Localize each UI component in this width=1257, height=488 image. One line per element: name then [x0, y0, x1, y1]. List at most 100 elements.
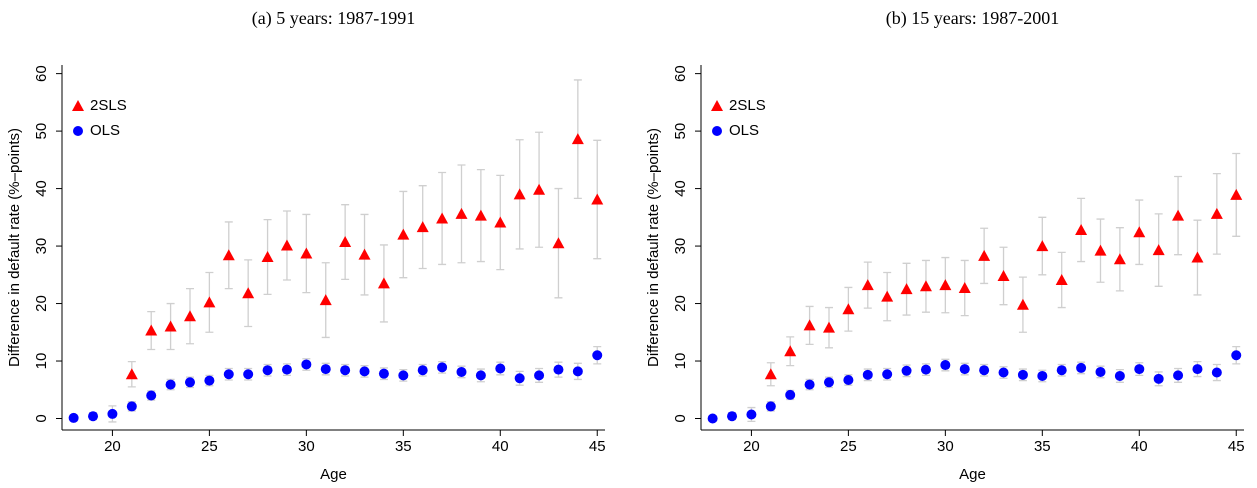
point	[146, 390, 157, 401]
point	[958, 282, 971, 294]
point	[68, 412, 79, 423]
point	[1055, 273, 1068, 285]
legend-label: OLS	[90, 122, 120, 139]
point	[436, 212, 449, 224]
point	[998, 367, 1009, 378]
point	[261, 250, 274, 262]
point	[320, 364, 331, 375]
point	[513, 188, 526, 200]
point	[339, 236, 352, 248]
x-tick-label: 25	[840, 438, 857, 455]
legend-label: 2SLS	[90, 97, 127, 114]
x-tick-label: 35	[1034, 438, 1051, 455]
point	[1230, 188, 1243, 200]
point	[358, 248, 371, 260]
y-tick-label: 0	[672, 414, 689, 422]
y-tick-label: 40	[33, 180, 50, 197]
point	[475, 370, 486, 381]
x-tick-label: 20	[743, 438, 760, 455]
point	[979, 365, 990, 376]
point	[300, 247, 313, 259]
point	[940, 360, 951, 371]
point	[919, 280, 932, 292]
panel-title: (a) 5 years: 1987-1991	[252, 8, 415, 29]
point	[784, 345, 797, 357]
point	[165, 379, 176, 390]
point	[572, 366, 583, 377]
point	[340, 365, 351, 376]
point	[378, 368, 389, 379]
point	[553, 364, 564, 375]
y-tick-label: 40	[672, 180, 689, 197]
x-tick-label: 25	[201, 438, 218, 455]
y-tick-label: 50	[672, 123, 689, 140]
point	[764, 368, 777, 380]
point	[842, 303, 855, 315]
point	[1210, 207, 1223, 219]
point	[359, 366, 370, 377]
point	[164, 320, 177, 332]
point	[495, 363, 506, 374]
x-tick-label: 35	[395, 438, 412, 455]
point	[280, 239, 293, 251]
point	[978, 249, 991, 261]
point	[1113, 253, 1126, 265]
x-tick-label: 45	[1228, 438, 1245, 455]
point	[377, 277, 390, 289]
point	[1211, 367, 1222, 378]
y-axis-title: Difference in default rate (%–points)	[645, 128, 662, 367]
point	[803, 319, 816, 331]
point	[591, 193, 604, 205]
point	[1133, 226, 1146, 238]
point	[125, 368, 138, 380]
point	[571, 133, 584, 145]
x-axis-title: Age	[959, 466, 986, 483]
point	[1114, 370, 1125, 381]
point	[804, 379, 815, 390]
point	[1134, 364, 1145, 375]
point	[959, 364, 970, 375]
x-tick-label: 40	[1131, 438, 1148, 455]
x-tick-label: 30	[298, 438, 315, 455]
point	[262, 365, 273, 376]
point	[823, 377, 834, 388]
point	[416, 221, 429, 233]
point	[1016, 298, 1029, 310]
point	[398, 370, 409, 381]
legend-marker	[711, 100, 723, 111]
point	[456, 366, 467, 377]
point	[1075, 223, 1088, 235]
point	[746, 409, 757, 420]
point	[1017, 369, 1028, 380]
point	[1094, 244, 1107, 256]
y-tick-label: 60	[33, 65, 50, 82]
point	[765, 401, 776, 412]
x-tick-label: 30	[937, 438, 954, 455]
point	[901, 365, 912, 376]
x-tick-label: 45	[589, 438, 606, 455]
point	[707, 413, 718, 424]
y-tick-label: 50	[33, 123, 50, 140]
y-tick-label: 10	[672, 353, 689, 370]
point	[474, 209, 487, 221]
y-tick-label: 60	[672, 65, 689, 82]
point	[939, 279, 952, 291]
point	[126, 401, 137, 412]
point	[1076, 362, 1087, 373]
y-tick-label: 20	[33, 295, 50, 312]
y-tick-label: 10	[33, 353, 50, 370]
point	[862, 369, 873, 380]
point	[1231, 350, 1242, 361]
point	[534, 370, 545, 381]
point	[1172, 209, 1185, 221]
legend-marker	[72, 100, 84, 111]
point	[281, 364, 292, 375]
point	[1153, 373, 1164, 384]
legend-label: 2SLS	[729, 97, 766, 114]
point	[1037, 370, 1048, 381]
point	[1056, 365, 1067, 376]
point	[997, 269, 1010, 281]
point	[552, 237, 565, 249]
point	[107, 408, 118, 419]
